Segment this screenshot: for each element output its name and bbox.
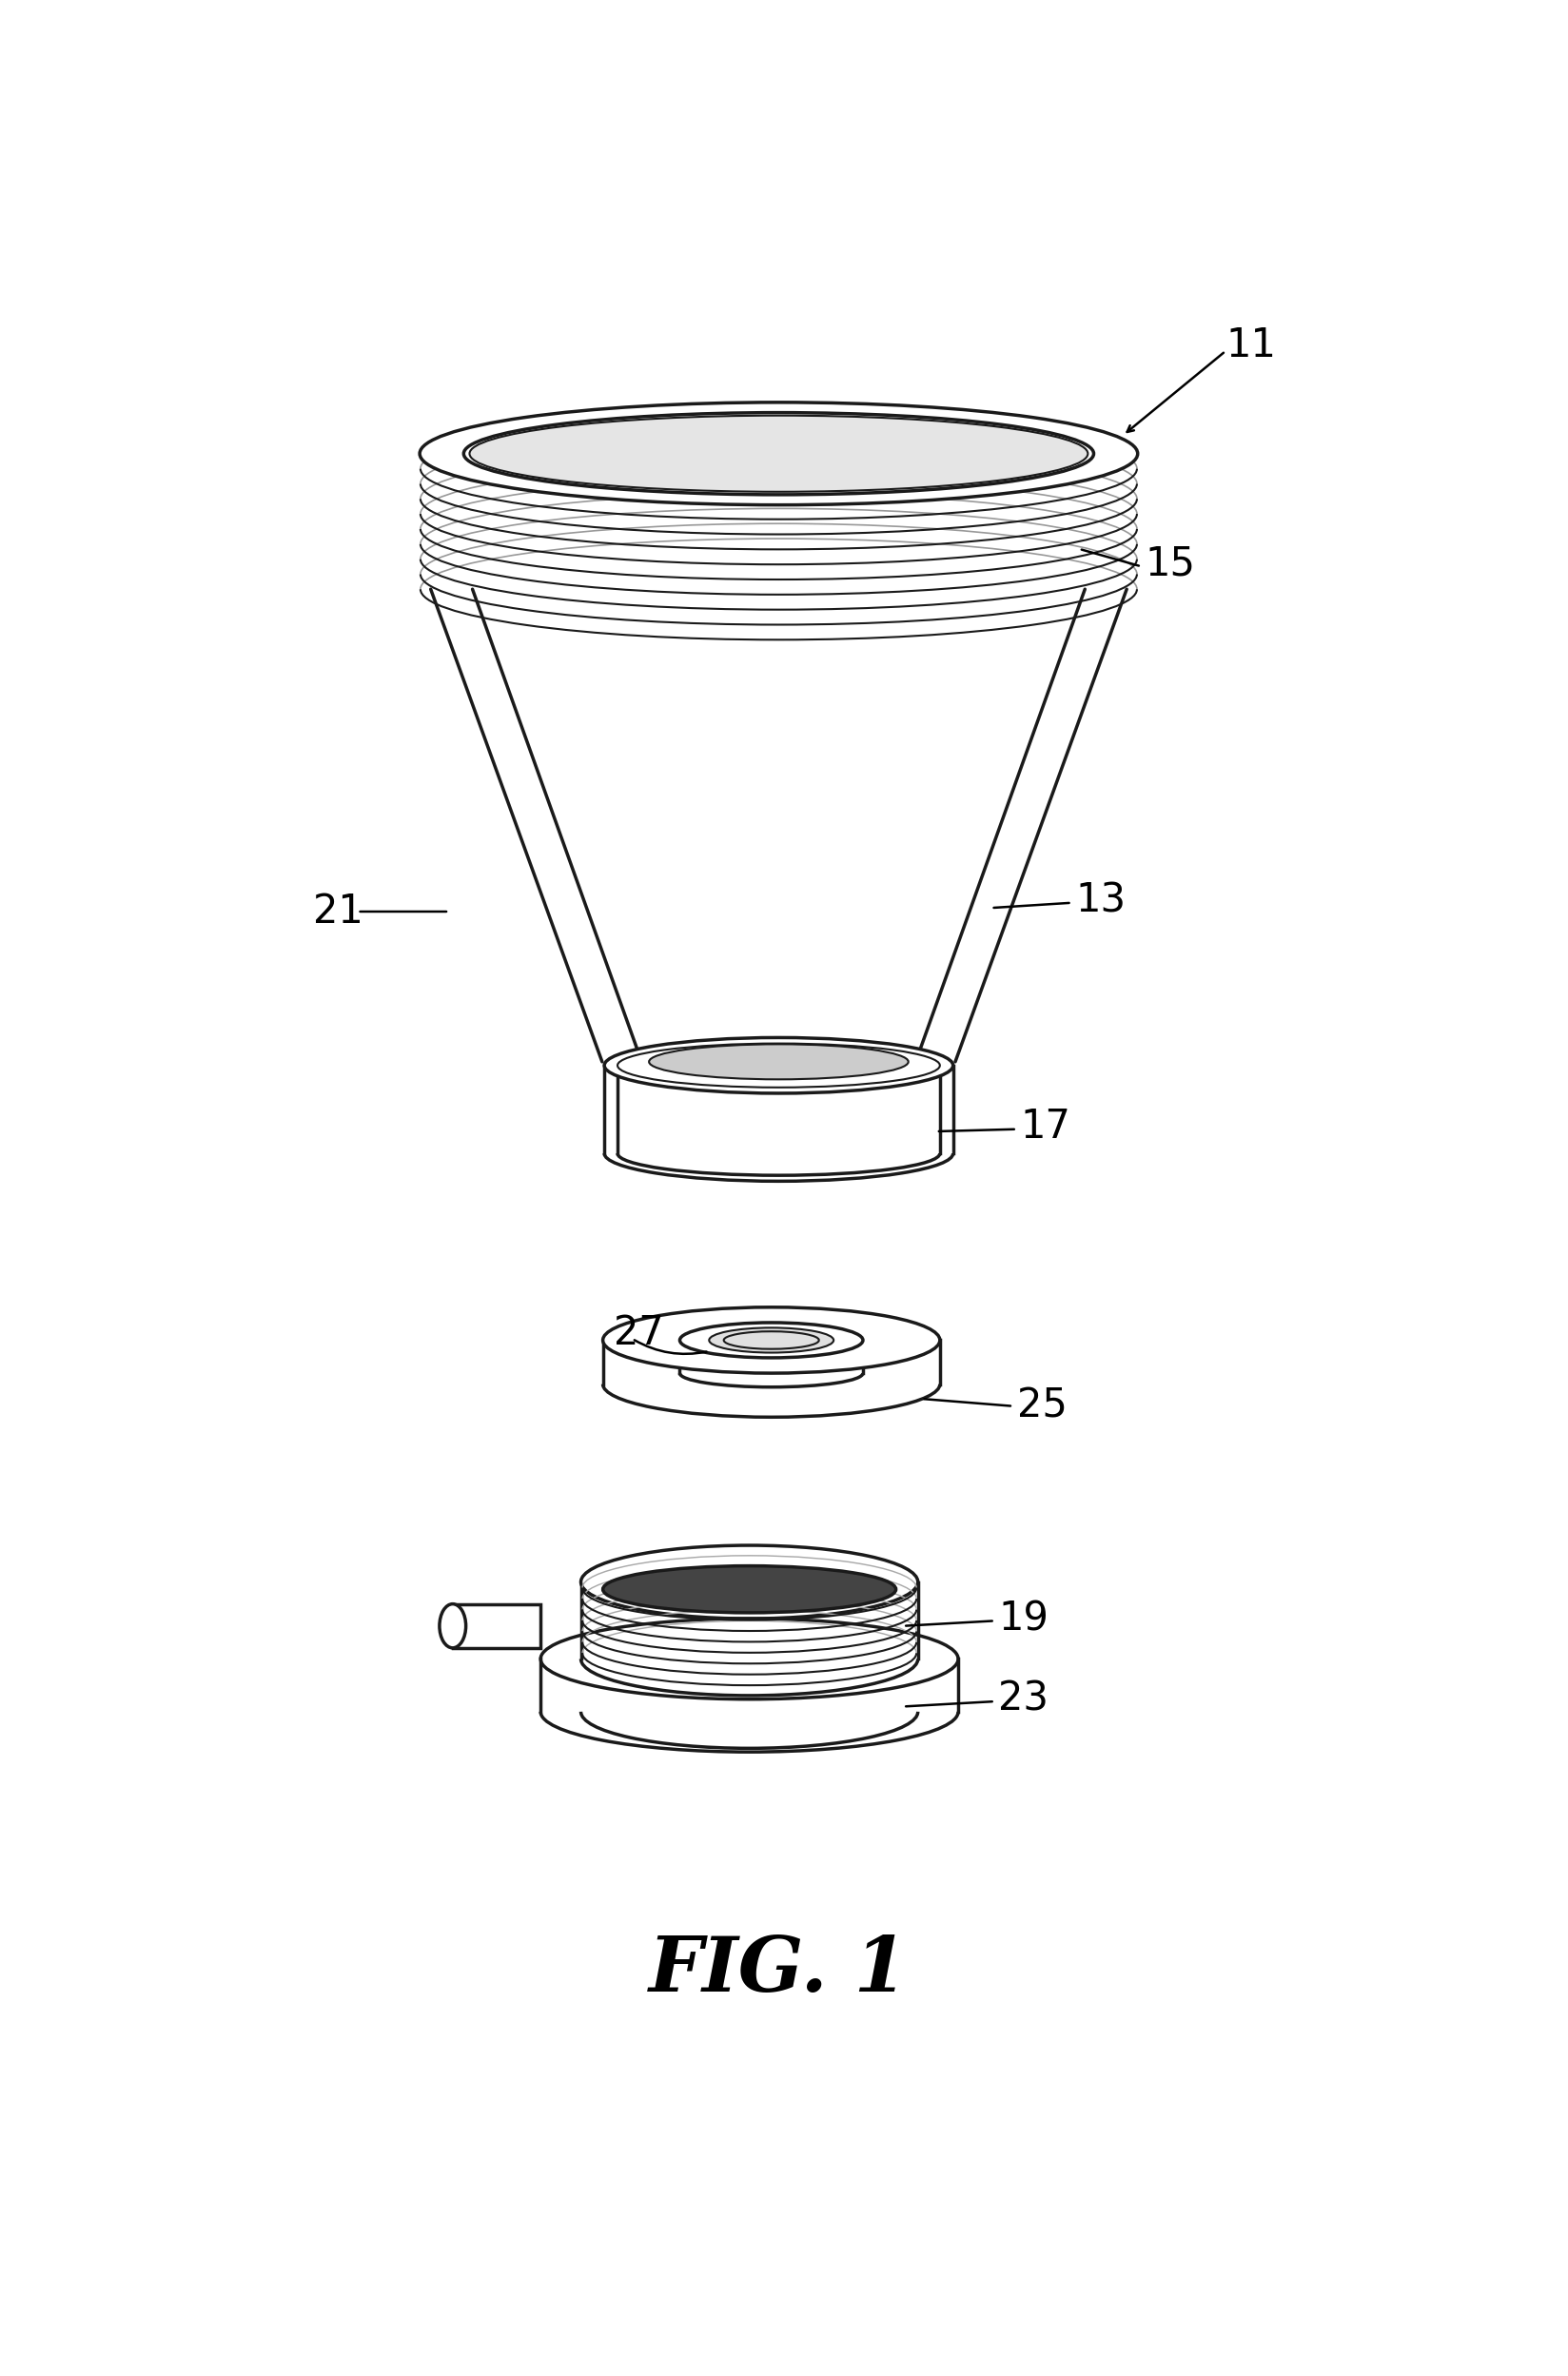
Text: 17: 17 <box>1021 1107 1071 1145</box>
Text: 15: 15 <box>1145 544 1195 584</box>
Polygon shape <box>602 1340 939 1385</box>
Text: 11: 11 <box>1226 326 1276 366</box>
Ellipse shape <box>420 402 1138 506</box>
Text: 19: 19 <box>999 1599 1049 1639</box>
Ellipse shape <box>604 1038 953 1093</box>
Text: 21: 21 <box>314 891 364 931</box>
Ellipse shape <box>602 1566 895 1613</box>
Ellipse shape <box>681 1323 862 1357</box>
Polygon shape <box>453 1604 541 1649</box>
Ellipse shape <box>709 1328 834 1352</box>
Ellipse shape <box>637 1038 922 1086</box>
Text: 25: 25 <box>1016 1385 1068 1426</box>
Text: FIG. 1: FIG. 1 <box>649 1934 908 2008</box>
Text: 27: 27 <box>613 1314 663 1352</box>
Text: 13: 13 <box>1076 881 1126 920</box>
Ellipse shape <box>464 413 1094 494</box>
Ellipse shape <box>439 1604 466 1649</box>
Polygon shape <box>541 1582 958 1711</box>
Ellipse shape <box>602 1307 939 1373</box>
Polygon shape <box>604 1064 953 1152</box>
Text: 23: 23 <box>999 1680 1049 1720</box>
Ellipse shape <box>469 416 1088 492</box>
Polygon shape <box>420 537 1138 1086</box>
Ellipse shape <box>649 1043 908 1079</box>
Ellipse shape <box>580 1544 917 1618</box>
